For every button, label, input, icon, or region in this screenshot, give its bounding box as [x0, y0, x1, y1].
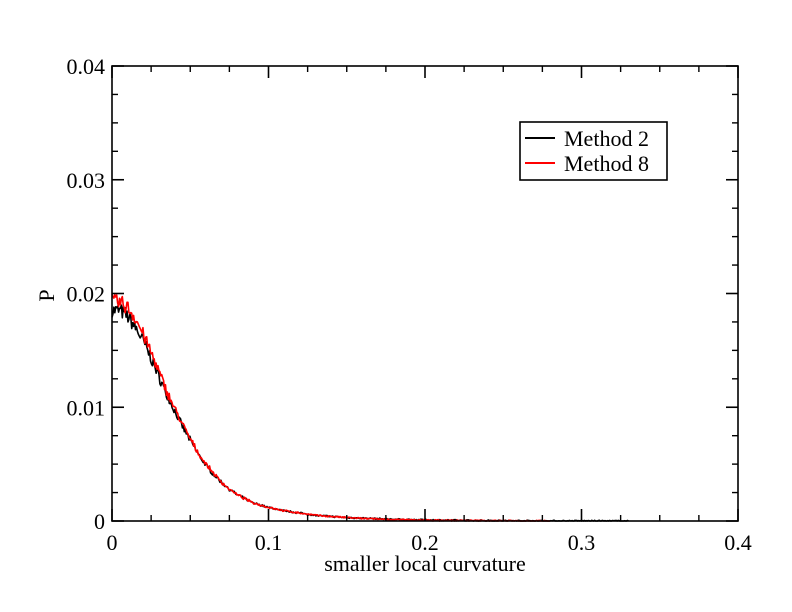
legend-label-method-8: Method 8 — [564, 151, 649, 176]
y-tick-label: 0.02 — [67, 282, 106, 307]
legend: Method 2 Method 8 — [519, 121, 668, 181]
x-tick-label: 0.4 — [724, 530, 752, 555]
x-tick-label: 0.2 — [411, 530, 439, 555]
x-tick-label: 0 — [107, 530, 118, 555]
labels-layer: 0 0.1 0.2 0.3 0.4 0 0.01 0.02 0.03 0.04 — [67, 54, 752, 555]
legend-box — [519, 121, 668, 181]
x-tick-label: 0.1 — [255, 530, 283, 555]
y-tick-label: 0 — [94, 509, 105, 534]
x-tick-label: 0.3 — [568, 530, 596, 555]
legend-label-method-2: Method 2 — [564, 126, 649, 151]
y-tick-label: 0.04 — [67, 54, 106, 79]
y-axis-label: P — [34, 289, 59, 301]
plot-frame — [111, 65, 739, 522]
y-tick-label: 0.03 — [67, 168, 106, 193]
x-axis-label: smaller local curvature — [324, 551, 526, 576]
y-tick-label: 0.01 — [67, 395, 106, 420]
